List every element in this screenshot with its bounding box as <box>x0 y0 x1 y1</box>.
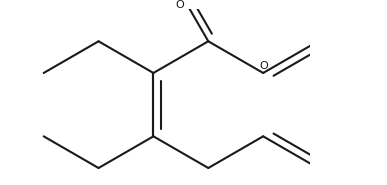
Text: O: O <box>176 0 185 10</box>
Text: O: O <box>260 61 269 71</box>
